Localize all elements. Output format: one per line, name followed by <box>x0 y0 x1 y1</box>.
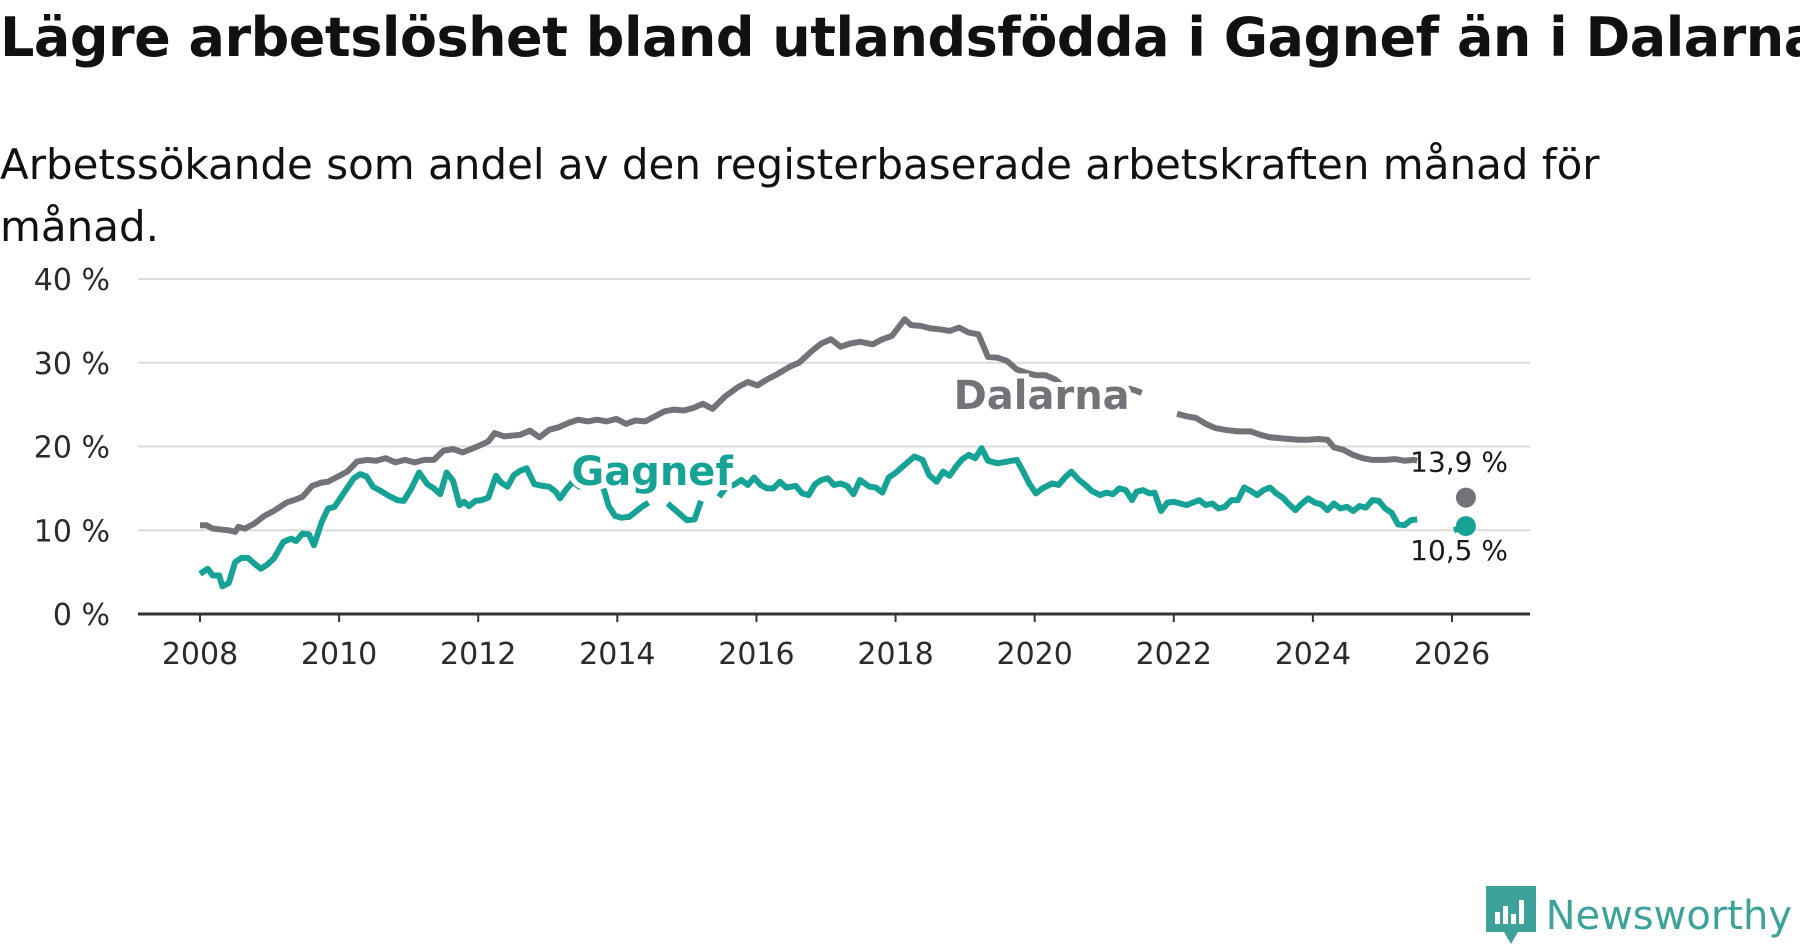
x-tick-label-2024: 2024 <box>1275 637 1351 672</box>
x-tick-label-2014: 2014 <box>579 637 655 672</box>
gagnef-series-label: Gagnef <box>571 449 733 495</box>
x-tick-label-2026: 2026 <box>1414 637 1490 672</box>
chart-subtitle: Arbetssökande som andel av den registerb… <box>0 140 1600 251</box>
x-tick-label-2016: 2016 <box>718 637 794 672</box>
gagnef-end-connector <box>1452 523 1467 534</box>
chart-title: Lägre arbetslöshet bland utlandsfödda i … <box>0 6 1800 69</box>
x-tick-label-2010: 2010 <box>301 637 377 672</box>
y-axis-tick-labels: 0 % 10 % 20 % 30 % 40 % <box>34 263 110 633</box>
x-tick-label-2018: 2018 <box>857 637 933 672</box>
dalarna-line <box>200 316 1418 535</box>
series-labels: Dalarna Gagnef 13,9 % 10,5 % <box>566 368 1511 570</box>
gagnef-end-label: 10,5 % <box>1410 534 1508 567</box>
y-tick-label-10: 10 % <box>34 514 110 549</box>
series-lines <box>198 316 1476 590</box>
newsworthy-logo-icon <box>1485 886 1536 944</box>
y-tick-label-30: 30 % <box>34 347 110 382</box>
dalarna-end-label: 13,9 % <box>1410 446 1508 479</box>
y-tick-label-40: 40 % <box>34 263 110 298</box>
x-tick-label-2022: 2022 <box>1136 637 1212 672</box>
gagnef-line <box>198 445 1418 590</box>
grid-lines <box>138 278 1530 532</box>
y-tick-label-20: 20 % <box>34 431 110 466</box>
y-tick-label-0: 0 % <box>53 598 110 633</box>
dalarna-series-label: Dalarna <box>954 373 1130 419</box>
newsworthy-logo: Newsworthy <box>1485 886 1792 946</box>
x-axis: 2008 2010 2012 2014 2016 2018 2020 2022 2024 2026 <box>138 612 1530 672</box>
newsworthy-logo-text: Newsworthy <box>1545 893 1792 939</box>
x-tick-label-2008: 2008 <box>162 637 238 672</box>
x-tick-label-2020: 2020 <box>996 637 1072 672</box>
dalarna-end-point <box>1455 487 1476 508</box>
x-tick-label-2012: 2012 <box>440 637 516 672</box>
